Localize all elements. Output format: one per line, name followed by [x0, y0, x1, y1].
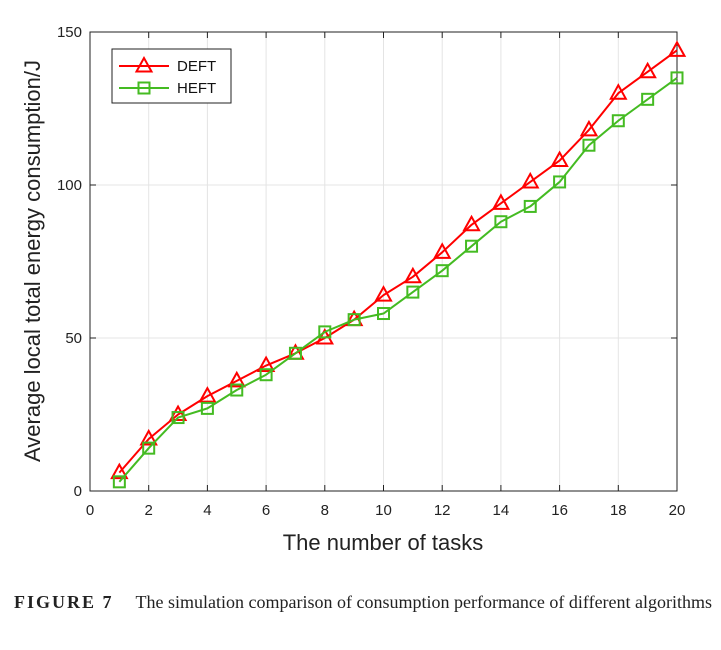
- data-point-heft: [465, 239, 479, 253]
- x-tick-label: 14: [493, 502, 510, 519]
- figure-caption-text: The simulation comparison of consumption…: [135, 592, 713, 612]
- data-point-deft: [256, 355, 276, 373]
- y-tick-label: 50: [65, 330, 82, 347]
- y-tick-label: 0: [74, 483, 82, 500]
- data-point-heft: [112, 475, 126, 489]
- x-axis-label: The number of tasks: [283, 530, 484, 555]
- data-point-deft: [403, 266, 423, 284]
- figure-label: FIGURE 7: [14, 592, 114, 612]
- data-point-heft: [611, 114, 625, 128]
- data-point-heft: [523, 199, 537, 213]
- data-point-heft: [494, 215, 508, 229]
- legend-marker-deft: [134, 55, 154, 73]
- data-point-heft: [230, 383, 244, 397]
- x-tick-label: 20: [669, 502, 686, 519]
- data-point-heft: [142, 441, 156, 455]
- data-point-heft: [259, 368, 273, 382]
- data-point-deft: [609, 83, 628, 100]
- data-point-deft: [227, 370, 246, 388]
- data-point-heft: [435, 264, 449, 278]
- x-axis-ticks: 0 2 4 6 8 10 12 14 16 18 20: [86, 32, 686, 519]
- data-point-heft: [347, 313, 361, 327]
- data-point-deft: [462, 214, 481, 232]
- data-point-deft: [433, 242, 452, 259]
- data-point-heft: [582, 138, 596, 152]
- series-heft: [112, 71, 684, 489]
- x-tick-label: 4: [203, 502, 211, 519]
- data-point-heft: [670, 71, 684, 85]
- data-point-deft: [550, 150, 569, 168]
- x-tick-label: 6: [262, 502, 270, 519]
- y-axis-label: Average local total energy consumption/J: [20, 60, 45, 462]
- series-deft: [110, 40, 687, 480]
- legend-marker-heft: [137, 81, 151, 95]
- x-tick-label: 8: [321, 502, 329, 519]
- data-point-deft: [168, 404, 188, 421]
- data-point-deft: [198, 386, 217, 403]
- data-point-heft: [200, 401, 214, 415]
- x-tick-label: 0: [86, 502, 94, 519]
- series-layer: [110, 40, 687, 489]
- legend-box: [111, 48, 232, 104]
- x-tick-label: 18: [610, 502, 627, 519]
- y-tick-label: 150: [57, 24, 82, 41]
- data-point-deft: [521, 171, 540, 189]
- data-point-heft: [288, 346, 302, 360]
- data-point-deft: [638, 61, 657, 79]
- grid-lines: [90, 32, 677, 491]
- x-tick-label: 12: [434, 502, 451, 519]
- x-tick-label: 10: [375, 502, 392, 519]
- data-point-heft: [641, 92, 655, 106]
- legend-label-heft: HEFT: [177, 80, 216, 97]
- data-point-deft: [667, 40, 687, 57]
- data-point-heft: [318, 325, 332, 339]
- data-point-deft: [110, 462, 129, 480]
- data-point-heft: [377, 307, 390, 321]
- y-tick-label: 100: [57, 177, 82, 194]
- data-point-deft: [374, 285, 393, 302]
- x-tick-label: 2: [145, 502, 153, 519]
- figure-caption: FIGURE 7 The simulation comparison of con…: [14, 590, 714, 614]
- legend-label-deft: DEFT: [177, 58, 216, 75]
- x-tick-label: 16: [551, 502, 568, 519]
- data-point-heft: [171, 411, 185, 425]
- y-axis-ticks: 0 50 100 150: [57, 24, 677, 500]
- data-point-deft: [139, 428, 158, 446]
- data-point-heft: [553, 175, 567, 189]
- data-point-deft: [579, 119, 599, 137]
- line-chart: 0 2 4 6 8 10 12 14 16 18 20 0 50 100 150 The number o…: [20, 24, 687, 555]
- data-point-deft: [491, 193, 511, 210]
- legend: DEFT HEFT: [111, 48, 232, 104]
- data-point-heft: [406, 285, 420, 299]
- series-line-heft: [118, 77, 678, 483]
